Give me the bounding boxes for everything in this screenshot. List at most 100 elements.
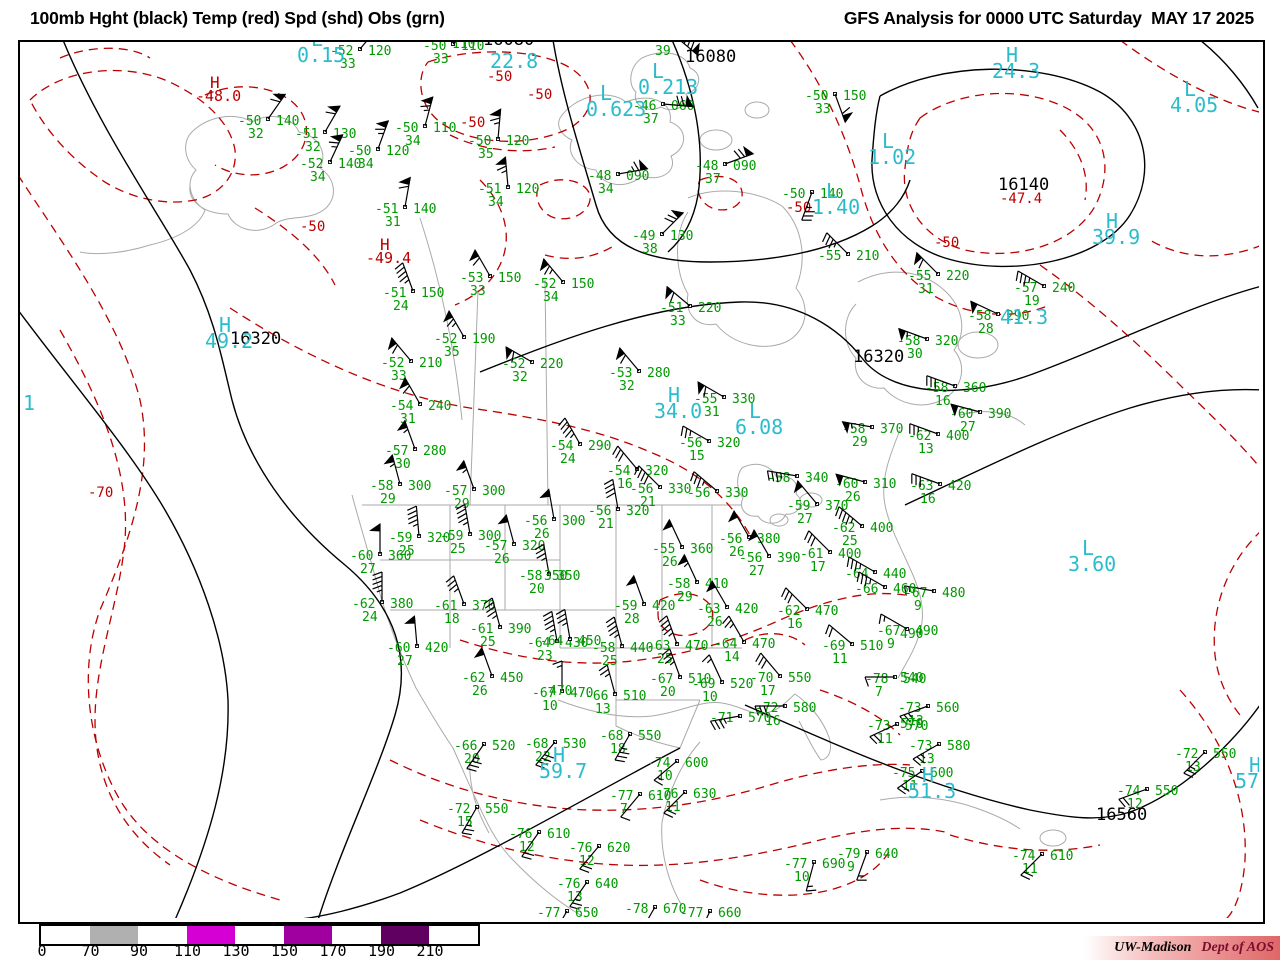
wind-barb-tick [664, 217, 674, 223]
wind-barb-pennant [383, 453, 395, 465]
station-obs: -52 210 33 [381, 336, 442, 384]
wind-barb-pennant [743, 145, 755, 157]
wind-barb-tick [464, 828, 475, 832]
wind-barb-tick [1023, 275, 1027, 286]
wind-barb-tick [582, 864, 593, 870]
station-obs: -56 300 26 [524, 488, 585, 542]
center-value: 0.623 [586, 97, 646, 121]
wind-barb-tick [709, 720, 716, 731]
station-temp: -48 [695, 159, 718, 174]
station-temp: -59 [389, 531, 412, 546]
station-height: 120 [506, 134, 529, 149]
colorbar-segment [332, 926, 381, 944]
colorbar-segment [235, 926, 284, 944]
station-dot [674, 35, 677, 38]
station-height: 540 [900, 671, 923, 686]
wind-barb-pennant [369, 523, 381, 532]
station-height: 330 [725, 486, 748, 501]
station-height: 220 [540, 357, 563, 372]
wind-barb-tick [620, 816, 631, 821]
station-speed: 7 [875, 685, 883, 700]
station-temp: -51 [375, 202, 398, 217]
wind-barb-tick [680, 425, 684, 436]
wind-barb-tick [1118, 798, 1126, 808]
station-speed: 24 [393, 299, 409, 314]
wind-barb-tick [846, 556, 850, 567]
station-temp: -60 [350, 549, 373, 564]
wind-barb-tick [825, 624, 830, 635]
station-temp: -50 [238, 114, 261, 129]
wind-barb-tick [763, 705, 768, 716]
station-speed: 11 [877, 732, 893, 747]
station-obs: -50 140 32 [238, 93, 299, 142]
wind-barb-tick [845, 515, 850, 525]
wind-barb-tick [810, 536, 816, 547]
station-speed: 16 [935, 394, 951, 409]
center-letter: H [1106, 209, 1118, 233]
wind-barb-halftick [689, 430, 692, 437]
wind-barb-halftick [1189, 766, 1196, 770]
wind-barb-stem [620, 793, 641, 818]
station-temp: -57 [385, 444, 408, 459]
station-temp: -77 [610, 789, 633, 804]
station-obs: -55 330 31 [694, 381, 755, 420]
wind-barb-tick [397, 270, 407, 279]
station-temp: -61 [800, 547, 823, 562]
station-temp: -46 [633, 99, 656, 114]
center-value: 4.05 [1170, 93, 1218, 117]
wind-barb-tick [758, 705, 764, 716]
station-temp: -58 [519, 569, 542, 584]
wind-barb-halftick [404, 279, 410, 284]
wind-barb-tick [372, 571, 383, 576]
station-temp: -59 [614, 599, 637, 614]
station-obs: -59 300 25 [440, 503, 501, 557]
wind-barb-pennant [625, 574, 637, 586]
station-height: 290 [1006, 309, 1029, 324]
station-height: 210 [419, 356, 442, 371]
station-obs: -59 320 25 [389, 505, 450, 559]
wind-barb-tick [391, 344, 399, 354]
speed-center-marker: H24.3 [992, 43, 1040, 83]
wind-barb-tick [703, 386, 707, 397]
wind-barb-tick [604, 483, 614, 490]
temp-contour-label: -50 [527, 87, 552, 103]
wind-barb-halftick [907, 712, 913, 718]
wind-barb-tick [487, 610, 497, 618]
wind-barb-tick [617, 755, 628, 759]
wind-barb-pennant [404, 615, 416, 624]
wind-barb-tick [878, 613, 882, 624]
wind-barb-tick [521, 855, 532, 860]
wind-barb-tick [661, 648, 671, 656]
station-height: 320 [935, 334, 958, 349]
wind-barb-tick [699, 934, 709, 935]
wind-barb-tick [1015, 270, 1019, 281]
station-height: 320 [645, 464, 668, 479]
wind-barb-tick [372, 584, 383, 590]
wind-barb-pennant [398, 176, 411, 185]
wind-barb-pennant [539, 257, 549, 272]
station-obs: -59 420 28 [614, 574, 675, 627]
station-height: 670 [663, 902, 686, 917]
wind-barb-pennant [505, 346, 513, 360]
wind-barb-tick [599, 668, 609, 676]
center-value: 3.60 [1068, 552, 1116, 576]
wind-barb-halftick [706, 658, 712, 664]
map-legend-title: 100mb Hght (black) Temp (red) Spd (shd) … [30, 8, 445, 28]
station-height: 610 [1050, 849, 1073, 864]
station-temp: -51 [660, 301, 683, 316]
station-speed: 13 [908, 714, 924, 729]
station-speed: 28 [624, 612, 640, 627]
wind-barb-tick [661, 623, 671, 632]
wind-barb-tick [615, 449, 622, 459]
wind-barb-halftick [389, 463, 395, 468]
station-temp: -52 [434, 332, 457, 347]
wind-barb-tick [372, 575, 383, 581]
wind-barb-tick [446, 318, 454, 327]
wind-barb-pennant [705, 579, 717, 593]
center-letter: L [1082, 536, 1094, 560]
station-height: 310 [873, 477, 896, 492]
